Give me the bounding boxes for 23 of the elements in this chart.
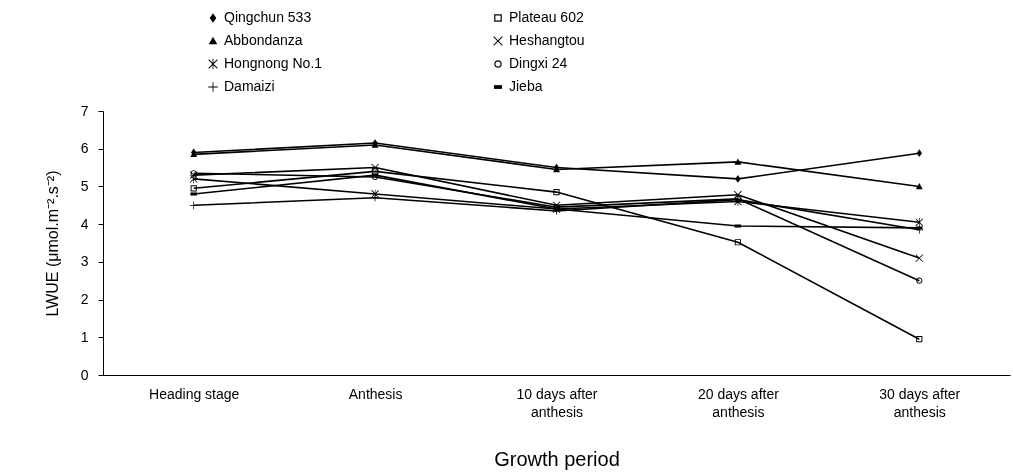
legend-label: Qingchun 533 — [224, 9, 312, 25]
legend-label: Plateau 602 — [509, 9, 584, 25]
y-tick-label: 5 — [80, 177, 89, 194]
x-tick-label: Anthesis — [348, 385, 403, 402]
y-tick-label: 6 — [80, 140, 89, 157]
y-tick-label: 1 — [80, 328, 89, 345]
legend-label: Abbondanza — [224, 32, 303, 48]
x-tick-label: 20 days after anthesis — [697, 385, 780, 420]
y-axis-title: LWUE (μmol.m⁻².s⁻²) — [43, 170, 61, 317]
y-tick-label: 3 — [80, 253, 89, 270]
y-tick-label: 7 — [80, 102, 89, 119]
legend-label: Heshangtou — [509, 32, 585, 48]
x-tick-label: Heading stage — [149, 385, 240, 402]
y-tick-label: 2 — [80, 291, 89, 308]
legend-label: Damaizi — [224, 78, 275, 94]
x-axis-title: Growth period — [494, 447, 620, 470]
x-tick-label: 10 days after anthesis — [516, 385, 598, 420]
x-tick-label: 30 days after anthesis — [879, 385, 961, 420]
legend-label: Jieba — [509, 78, 543, 94]
legend-label: Dingxi 24 — [509, 55, 568, 71]
legend-label: Hongnong No.1 — [224, 55, 323, 71]
y-tick-label: 4 — [80, 215, 89, 232]
y-tick-label: 0 — [80, 366, 89, 383]
